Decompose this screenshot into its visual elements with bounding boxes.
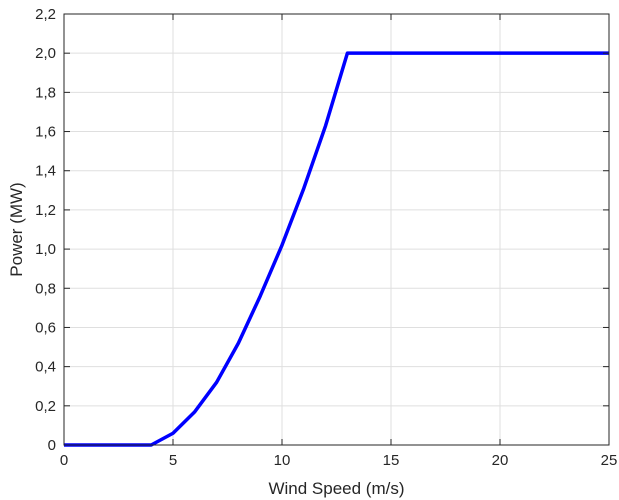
grid xyxy=(63,13,610,446)
y-tick-label: 1,4 xyxy=(35,163,56,180)
y-tick-label: 1,2 xyxy=(35,202,56,219)
y-tick-label: 0,4 xyxy=(35,359,56,376)
y-tick-label: 0 xyxy=(48,437,56,454)
axis-ticks xyxy=(63,13,610,446)
x-tick-label: 25 xyxy=(601,452,618,469)
x-tick-label: 0 xyxy=(60,452,68,469)
x-axis-title: Wind Speed (m/s) xyxy=(268,479,404,498)
x-tick-label: 15 xyxy=(383,452,400,469)
y-tick-label: 0,2 xyxy=(35,398,56,415)
x-tick-label: 5 xyxy=(169,452,177,469)
y-axis-title: Power (MW) xyxy=(7,182,26,276)
plot-frame xyxy=(63,13,610,446)
y-tick-label: 1,8 xyxy=(35,84,56,101)
series-layer xyxy=(64,51,609,447)
power-curve-line xyxy=(64,51,609,447)
y-tick-label: 2,2 xyxy=(35,6,56,23)
y-tick-label: 0,6 xyxy=(35,319,56,336)
y-tick-label: 2,0 xyxy=(35,45,56,62)
y-tick-label: 1,6 xyxy=(35,124,56,141)
x-tick-label: 10 xyxy=(274,452,291,469)
y-tick-label: 1,0 xyxy=(35,241,56,258)
y-tick-label: 0,8 xyxy=(35,280,56,297)
x-tick-label: 20 xyxy=(492,452,509,469)
tick-labels: 0 5 10 15 20 25 0 0,2 0,4 0,6 0,8 1,0 1,2 1,4 1,6 1,8 2,… xyxy=(35,6,617,469)
